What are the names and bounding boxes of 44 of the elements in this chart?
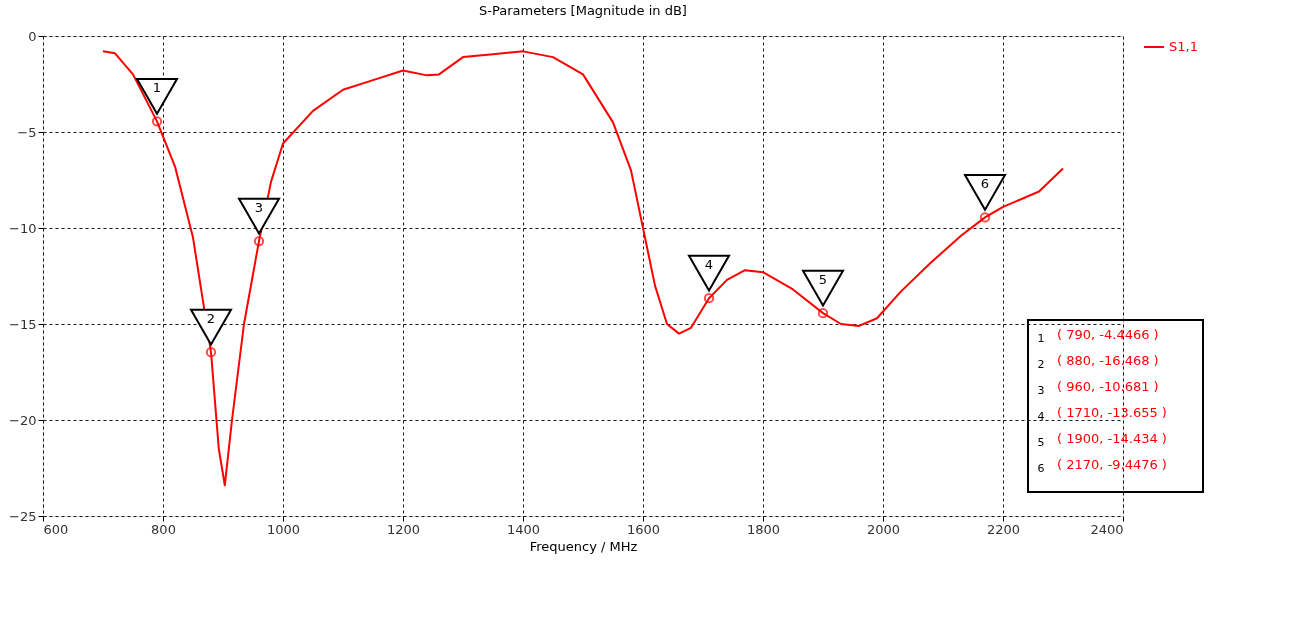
chart-title: S-Parameters [Magnitude in dB] bbox=[479, 3, 687, 18]
y-tick-label: −25 bbox=[9, 508, 37, 524]
text: 6 bbox=[1037, 462, 1045, 475]
y-tick-label: −20 bbox=[9, 412, 37, 428]
x-tick-label: 1800 bbox=[746, 521, 781, 537]
x-tick-label: 800 bbox=[151, 521, 176, 537]
annotation: 5 bbox=[818, 272, 828, 288]
text: 2 bbox=[1037, 358, 1045, 371]
y-tick-label: −15 bbox=[9, 316, 37, 332]
y-tick-label: −5 bbox=[17, 124, 37, 140]
y-tick-label: −10 bbox=[9, 220, 37, 236]
annotation: 1 bbox=[152, 80, 162, 96]
text: 5 bbox=[1037, 436, 1045, 449]
x-tick-label: 2200 bbox=[986, 521, 1021, 537]
x-tick-label: 1000 bbox=[266, 521, 301, 537]
annotation: ( 880, -16.468 ) bbox=[1057, 353, 1159, 368]
y-tick-label: 0 bbox=[28, 28, 37, 44]
x-tick-label: 1400 bbox=[506, 521, 541, 537]
text: 1 bbox=[1037, 332, 1045, 345]
annotation: 4 bbox=[704, 257, 714, 273]
text: 4 bbox=[1037, 410, 1045, 423]
annotation: ( 2170, -9.4476 ) bbox=[1057, 457, 1167, 472]
point bbox=[817, 307, 829, 319]
point bbox=[253, 235, 265, 247]
legend-label: S1,1 bbox=[1169, 39, 1198, 54]
point bbox=[151, 116, 163, 127]
annotation: 2 bbox=[206, 311, 216, 327]
line-series bbox=[102, 50, 1064, 487]
x-tick-label: 600 bbox=[43, 521, 69, 537]
annotation: ( 1710, -13.655 ) bbox=[1057, 405, 1167, 420]
point bbox=[205, 347, 217, 358]
annotation: 3 bbox=[254, 200, 264, 216]
point bbox=[979, 212, 991, 223]
x-tick-label: 2000 bbox=[866, 521, 901, 537]
text: 3 bbox=[1037, 384, 1045, 397]
x-axis-title: Frequency / MHz bbox=[529, 538, 638, 554]
annotation: ( 790, -4.4466 ) bbox=[1057, 327, 1159, 342]
annotation: ( 1900, -14.434 ) bbox=[1057, 431, 1167, 446]
annotation: ( 960, -10.681 ) bbox=[1057, 379, 1159, 394]
annotation: 6 bbox=[980, 176, 990, 192]
point bbox=[703, 293, 715, 304]
x-tick-label: 1600 bbox=[626, 521, 661, 537]
x-tick-label: 1200 bbox=[386, 521, 421, 537]
x-tick-label: 2400 bbox=[1090, 521, 1124, 537]
